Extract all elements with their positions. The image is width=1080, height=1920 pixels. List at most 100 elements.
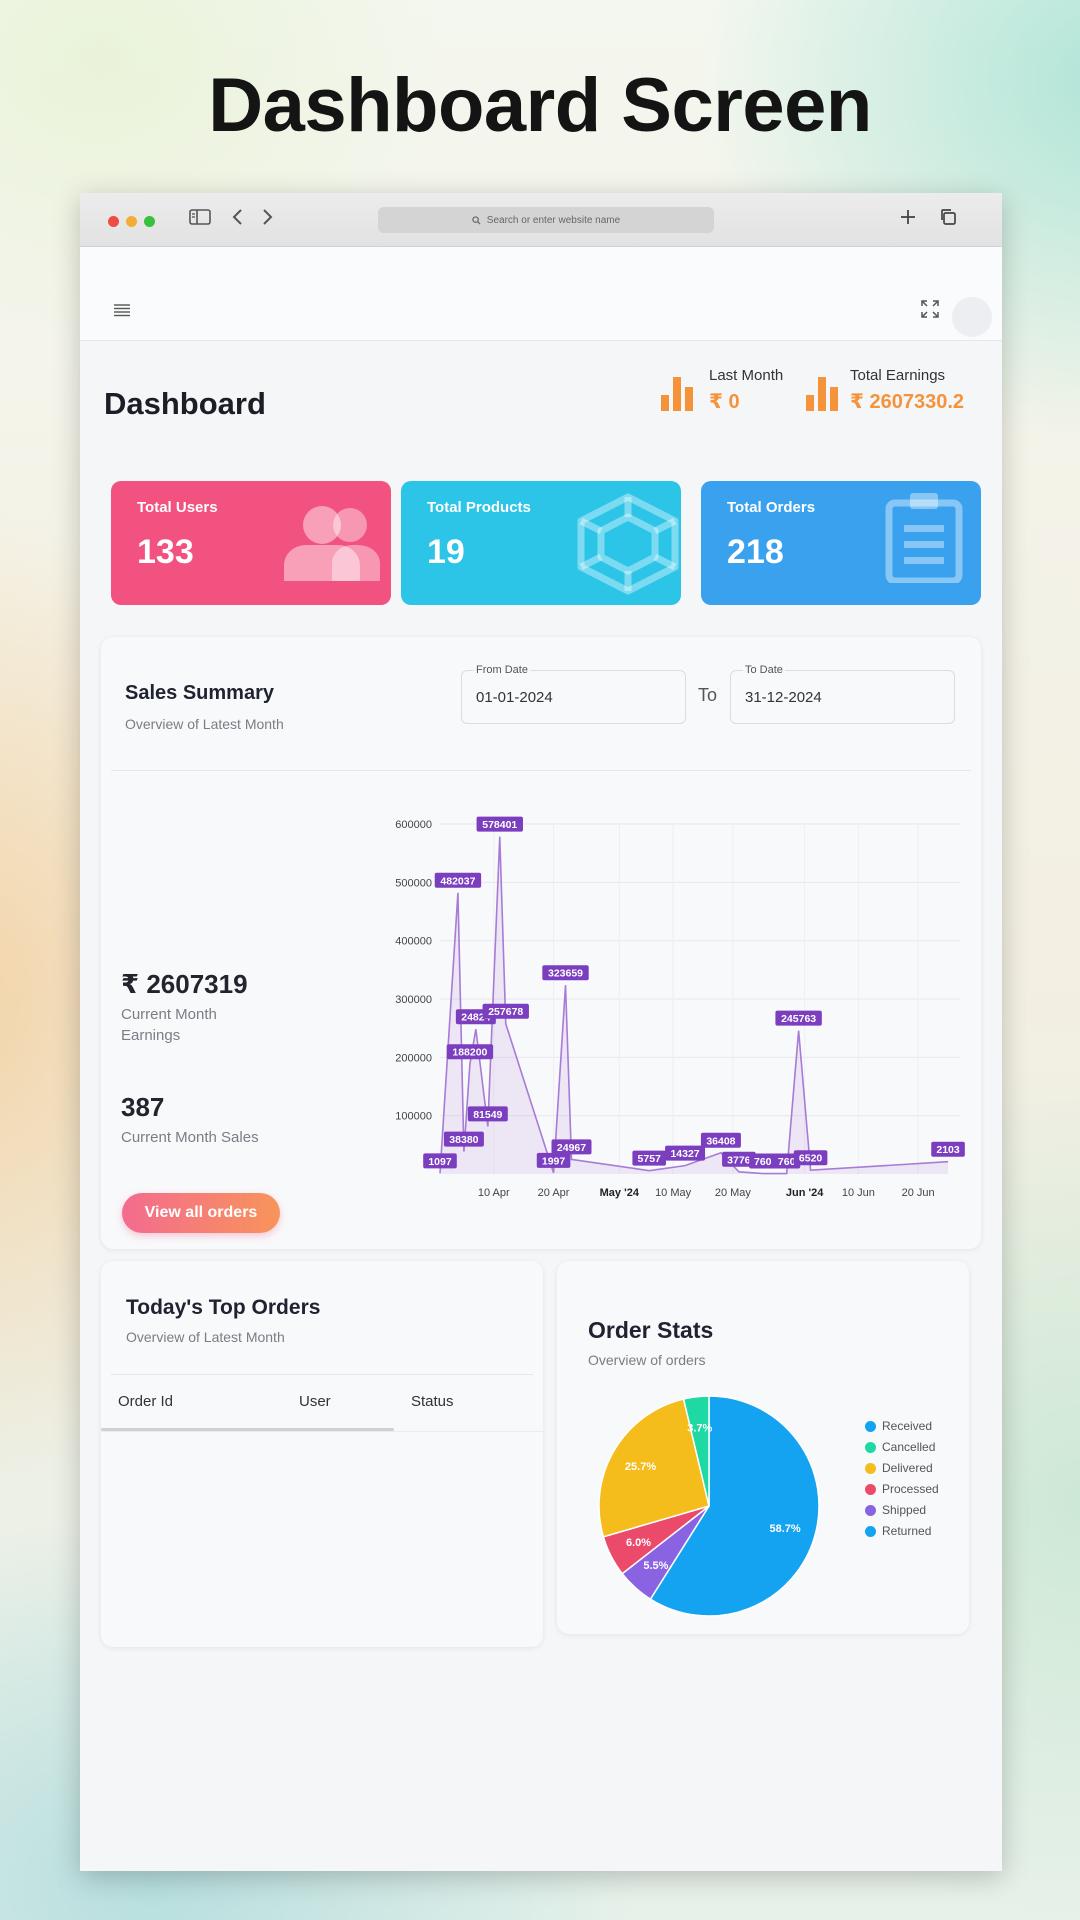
top-orders-title: Today's Top Orders bbox=[126, 1296, 321, 1319]
pie-slice-label: 3.7% bbox=[687, 1422, 712, 1434]
sales-summary-subtitle: Overview of Latest Month bbox=[125, 716, 284, 732]
app-header bbox=[80, 247, 1002, 341]
svg-text:1097: 1097 bbox=[428, 1156, 452, 1168]
x-tick-label: 10 May bbox=[655, 1187, 692, 1199]
legend-swatch bbox=[865, 1504, 876, 1516]
svg-text:1997: 1997 bbox=[542, 1155, 566, 1167]
view-all-orders-button[interactable]: View all orders bbox=[122, 1193, 280, 1233]
bar-chart-icon bbox=[660, 373, 696, 416]
svg-text:24967: 24967 bbox=[557, 1142, 586, 1154]
legend-label: Cancelled bbox=[882, 1440, 936, 1454]
to-date-label: To Date bbox=[743, 664, 785, 676]
svg-text:2103: 2103 bbox=[936, 1144, 960, 1156]
page-heading: Dashboard Screen bbox=[208, 63, 872, 148]
sales-summary-title: Sales Summary bbox=[125, 682, 274, 704]
data-label: 188200 bbox=[446, 1044, 494, 1060]
svg-text:38380: 38380 bbox=[449, 1134, 478, 1146]
to-date-value: 31-12-2024 bbox=[745, 689, 822, 706]
y-tick-label: 300000 bbox=[395, 994, 432, 1006]
x-tick-label: 20 Jun bbox=[902, 1187, 935, 1199]
y-tick-label: 200000 bbox=[395, 1052, 432, 1064]
forward-arrow-icon[interactable] bbox=[260, 207, 274, 232]
user-avatar[interactable] bbox=[952, 297, 992, 337]
column-header-status[interactable]: Status bbox=[411, 1393, 454, 1410]
table-header-border bbox=[101, 1431, 543, 1432]
svg-text:5757: 5757 bbox=[638, 1153, 662, 1165]
dashboard-title: Dashboard bbox=[104, 386, 266, 421]
legend-label: Delivered bbox=[882, 1461, 933, 1475]
legend-item-shipped[interactable]: Shipped bbox=[865, 1503, 926, 1517]
total-users-card[interactable]: Total Users 133 bbox=[111, 481, 391, 605]
current-month-earnings-label: Current Month Earnings bbox=[121, 1006, 217, 1044]
minimize-window-button[interactable] bbox=[126, 216, 137, 227]
tabs-overview-icon[interactable] bbox=[938, 207, 958, 232]
fullscreen-icon[interactable] bbox=[920, 299, 940, 324]
legend-label: Returned bbox=[882, 1524, 932, 1538]
bar-chart-icon bbox=[805, 373, 841, 416]
data-label: 5757 bbox=[632, 1150, 666, 1166]
x-tick-label: Jun '24 bbox=[786, 1187, 824, 1199]
x-tick-label: 10 Jun bbox=[842, 1187, 875, 1199]
card-label: Total Products bbox=[427, 499, 531, 516]
search-icon bbox=[472, 215, 481, 225]
table-scrollbar[interactable] bbox=[101, 1428, 394, 1431]
x-tick-label: May '24 bbox=[600, 1187, 640, 1199]
svg-text:81549: 81549 bbox=[473, 1109, 502, 1121]
legend-item-returned[interactable]: Returned bbox=[865, 1524, 931, 1538]
y-tick-label: 100000 bbox=[395, 1111, 432, 1123]
data-label: 3776 bbox=[722, 1151, 756, 1167]
svg-text:323659: 323659 bbox=[548, 968, 583, 980]
legend-label: Processed bbox=[882, 1482, 939, 1496]
total-products-card[interactable]: Total Products 19 bbox=[401, 481, 681, 605]
current-month-sales-value: 387 bbox=[121, 1092, 165, 1122]
pie-slice-delivered bbox=[598, 1398, 710, 1538]
data-label: 6520 bbox=[793, 1150, 828, 1166]
back-arrow-icon[interactable] bbox=[231, 207, 245, 232]
column-header-order-id[interactable]: Order Id bbox=[118, 1393, 174, 1410]
legend-item-processed[interactable]: Processed bbox=[865, 1482, 939, 1496]
total-earnings-value: ₹ 2607330.2 bbox=[850, 391, 965, 413]
y-tick-label: 400000 bbox=[395, 936, 432, 948]
svg-text:760: 760 bbox=[754, 1156, 772, 1168]
legend-item-received[interactable]: Received bbox=[865, 1419, 932, 1433]
data-label: 578401 bbox=[476, 816, 523, 832]
svg-text:3776: 3776 bbox=[727, 1154, 751, 1166]
pie-slice-cancelled bbox=[682, 1395, 710, 1507]
column-header-user[interactable]: User bbox=[299, 1393, 331, 1410]
pie-slice-label: 25.7% bbox=[625, 1461, 656, 1473]
close-window-button[interactable] bbox=[108, 216, 119, 227]
pie-slice-returned bbox=[649, 1395, 820, 1617]
top-orders-subtitle: Overview of Latest Month bbox=[126, 1329, 285, 1345]
from-date-field[interactable]: From Date 01-01-2024 bbox=[461, 664, 686, 724]
sidebar-toggle-icon[interactable] bbox=[189, 207, 211, 231]
to-separator: To bbox=[698, 685, 718, 705]
pie-slice-label: 5.5% bbox=[643, 1560, 668, 1572]
to-date-field[interactable]: To Date 31-12-2024 bbox=[730, 664, 955, 724]
hamburger-menu-icon[interactable] bbox=[114, 303, 130, 322]
total-earnings-label: Total Earnings bbox=[850, 367, 946, 384]
maximize-window-button[interactable] bbox=[144, 216, 155, 227]
order-stats-pie-chart: 58.7% 5.5% 6.0% 25.7% 3.7% bbox=[598, 1395, 820, 1617]
svg-text:245763: 245763 bbox=[781, 1013, 816, 1025]
order-stats-title: Order Stats bbox=[588, 1317, 714, 1343]
browser-window: Search or enter website name Dashboard L… bbox=[80, 193, 1002, 1871]
legend-label: Shipped bbox=[882, 1503, 927, 1517]
card-label: Total Users bbox=[137, 499, 218, 516]
legend-item-cancelled[interactable]: Cancelled bbox=[865, 1440, 935, 1454]
address-bar[interactable]: Search or enter website name bbox=[378, 207, 714, 233]
legend-swatch bbox=[865, 1525, 876, 1537]
svg-text:188200: 188200 bbox=[452, 1047, 487, 1059]
data-label: 24967 bbox=[551, 1139, 592, 1155]
data-label: 1997 bbox=[536, 1152, 571, 1168]
svg-text:482037: 482037 bbox=[440, 875, 475, 887]
new-tab-icon[interactable] bbox=[898, 207, 918, 232]
sales-summary-panel bbox=[101, 637, 981, 1249]
total-orders-card[interactable]: Total Orders 218 bbox=[701, 481, 981, 605]
svg-text:578401: 578401 bbox=[482, 819, 517, 831]
order-stats-subtitle: Overview of orders bbox=[588, 1352, 706, 1368]
last-month-label: Last Month bbox=[709, 367, 784, 384]
data-label: 323659 bbox=[542, 965, 589, 981]
legend-item-delivered[interactable]: Delivered bbox=[865, 1461, 933, 1475]
sales-area-fill bbox=[440, 836, 949, 1174]
svg-text:760: 760 bbox=[778, 1156, 796, 1168]
